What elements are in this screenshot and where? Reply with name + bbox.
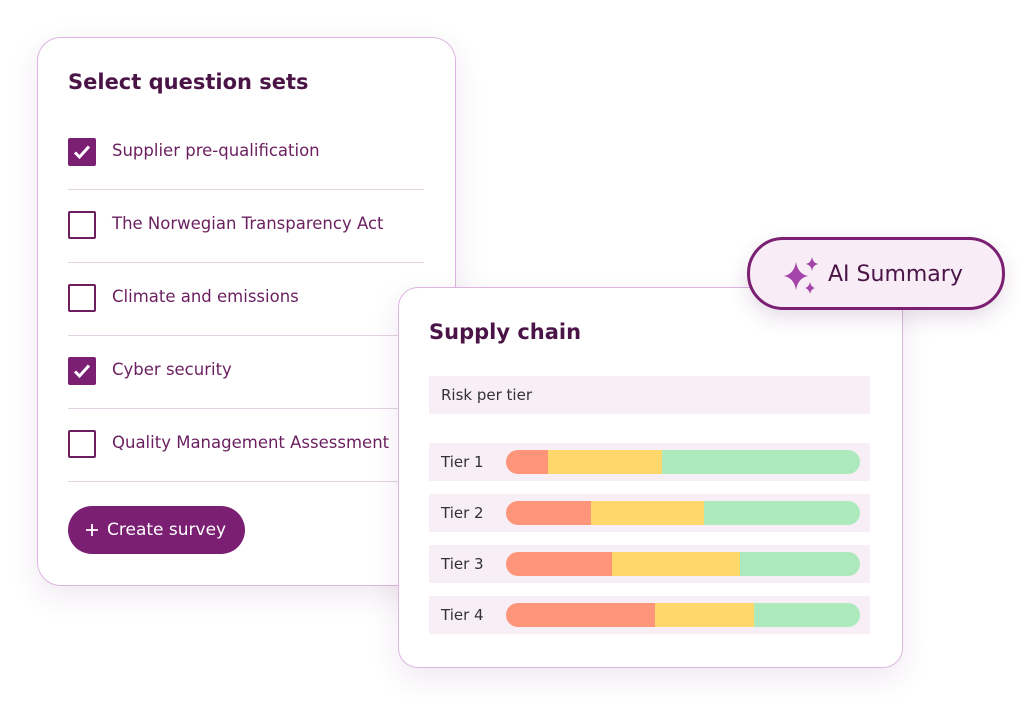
item-label: Cyber security [112,360,232,379]
risk-segment [704,501,860,525]
risk-segment [548,450,662,474]
checkbox[interactable] [68,211,96,239]
tier-label: Tier 4 [441,606,484,624]
question-set-item[interactable]: Quality Management Assessment [68,409,424,482]
item-label: Quality Management Assessment [112,433,390,452]
question-sets-card [37,37,456,586]
ai-summary-badge[interactable]: AI Summary [747,237,1005,310]
risk-segment [506,552,613,576]
question-sets-title: Select question sets [68,70,309,94]
tier-label: Tier 2 [441,504,484,522]
risk-bar [506,552,860,576]
question-set-item[interactable]: Climate and emissions [68,263,424,336]
risk-segment [753,603,860,627]
checkbox[interactable] [68,138,96,166]
risk-segment [654,603,754,627]
question-set-item[interactable]: Cyber security [68,336,424,409]
tier-label: Tier 3 [441,555,484,573]
risk-segment [590,501,705,525]
risk-segment [661,450,860,474]
risk-bar [506,450,860,474]
checkbox[interactable] [68,357,96,385]
tier-label: Tier 1 [441,453,484,471]
ai-summary-label: AI Summary [828,262,963,287]
item-label: The Norwegian Transparency Act [112,214,384,233]
check-icon [73,364,91,379]
check-icon [73,145,91,160]
supply-chain-title: Supply chain [429,320,582,344]
question-set-item[interactable]: Supplier pre-qualification [68,117,424,190]
item-label: Supplier pre-qualification [112,141,320,160]
sparkle-icon [784,257,818,294]
checkbox[interactable] [68,430,96,458]
risk-segment [506,501,591,525]
risk-segment [612,552,740,576]
plus-icon [86,524,98,536]
risk-segment [739,552,860,576]
risk-bar [506,603,860,627]
create-survey-button[interactable]: Create survey [68,506,245,554]
risk-segment [506,603,655,627]
question-set-item[interactable]: The Norwegian Transparency Act [68,190,424,263]
tier-row: Tier 2 [429,494,870,532]
risk-segment [506,450,549,474]
tier-row: Tier 3 [429,545,870,583]
button-label: Create survey [107,520,227,540]
item-label: Climate and emissions [112,287,299,306]
checkbox[interactable] [68,284,96,312]
tier-row: Tier 1 [429,443,870,481]
risk-bar [506,501,860,525]
subtitle: Risk per tier [441,386,532,404]
tier-row: Tier 4 [429,596,870,634]
subtitle-row: Risk per tier [429,376,870,414]
